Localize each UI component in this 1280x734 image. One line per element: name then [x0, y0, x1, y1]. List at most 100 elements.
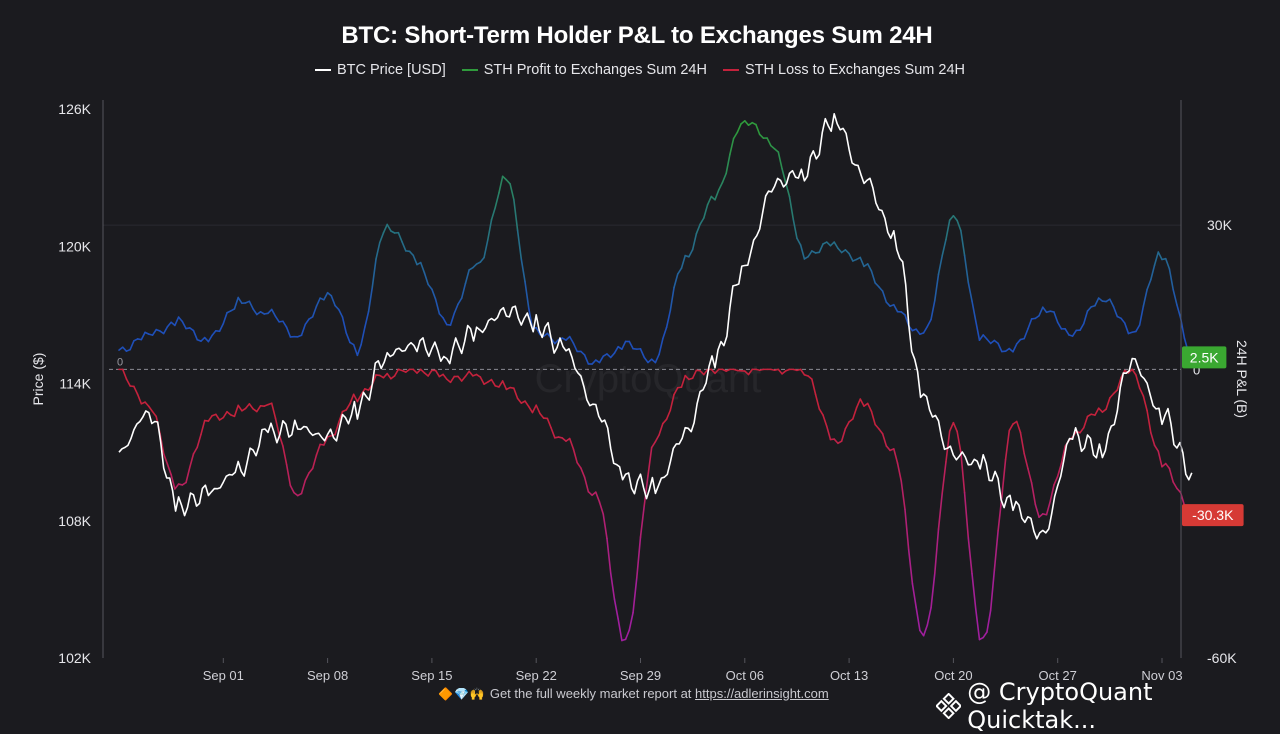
series-loss-segment — [842, 429, 846, 441]
series-profit-segment — [488, 220, 492, 240]
series-profit-segment — [398, 233, 402, 242]
series-loss-segment — [1095, 408, 1099, 415]
series-loss-segment — [879, 429, 883, 434]
series-profit-segment — [443, 318, 447, 325]
badge-profit-label: 2.5K — [1190, 349, 1219, 365]
series-loss-segment — [164, 454, 168, 464]
series-profit-segment — [700, 218, 704, 224]
series-profit-segment — [167, 322, 171, 327]
x-tick-label: Sep 15 — [411, 668, 452, 683]
series-loss-segment — [346, 404, 350, 410]
y-left-axis-label: Price ($) — [30, 353, 46, 406]
series-loss-segment — [987, 610, 991, 632]
series-loss-segment — [577, 463, 581, 468]
x-tick-label: Sep 29 — [620, 668, 661, 683]
series-profit-segment — [234, 298, 238, 309]
series-loss-segment — [1035, 504, 1039, 517]
watermark-text: CryptoQuant — [535, 357, 762, 401]
series-profit-segment — [302, 324, 306, 335]
series-profit-segment — [972, 301, 976, 321]
series-profit-segment — [495, 193, 499, 208]
series-loss-segment — [518, 398, 522, 403]
series-profit-segment — [1158, 252, 1162, 259]
series-profit-segment — [1147, 280, 1151, 290]
series-loss-segment — [257, 406, 261, 412]
series-profit-segment — [894, 305, 898, 312]
series-loss-segment — [570, 439, 574, 450]
series-profit-segment — [432, 289, 436, 299]
series-loss-segment — [939, 493, 943, 529]
series-loss-segment — [492, 380, 496, 386]
series-profit-segment — [335, 306, 339, 310]
series-loss-segment — [275, 418, 279, 435]
series-profit-segment — [689, 250, 693, 257]
series-profit-segment — [275, 316, 279, 322]
series-profit-segment — [953, 216, 957, 221]
series-loss-segment — [633, 578, 637, 613]
series-loss-segment — [886, 446, 890, 450]
series-profit-segment — [514, 200, 518, 231]
x-tick-label: Oct 06 — [726, 668, 764, 683]
footer-link[interactable]: https://adlerinsight.com — [695, 686, 829, 701]
series-profit-segment — [987, 339, 991, 343]
series-loss-segment — [663, 419, 667, 423]
series-profit-segment — [968, 283, 972, 302]
series-profit-segment — [708, 197, 712, 205]
series-profit-segment — [465, 270, 469, 284]
series-profit-segment — [704, 205, 708, 218]
series-profit-segment — [1039, 307, 1043, 316]
series-profit-segment — [123, 347, 127, 351]
series-loss-segment — [968, 538, 972, 574]
series-loss-segment — [965, 493, 969, 538]
series-profit-segment — [354, 345, 358, 356]
series-profit-segment — [998, 343, 1002, 351]
series-loss-segment — [246, 404, 250, 409]
series-loss-segment — [834, 439, 838, 443]
series-profit-segment — [950, 216, 954, 220]
series-profit-segment — [1095, 298, 1099, 306]
y-right-tick-label: -60K — [1207, 650, 1237, 666]
series-profit-segment — [570, 337, 574, 344]
series-loss-segment — [1006, 431, 1010, 460]
series-profit-segment — [410, 251, 414, 255]
series-loss-segment — [287, 465, 291, 486]
series-profit-segment — [361, 327, 365, 344]
series-profit-segment — [965, 255, 969, 282]
series-profit-segment — [212, 331, 216, 336]
series-loss-segment — [942, 462, 946, 493]
series-loss-segment — [924, 625, 928, 636]
series-profit-segment — [383, 225, 387, 233]
series-loss-segment — [216, 414, 220, 420]
series-loss-segment — [1047, 501, 1051, 514]
series-loss-segment — [953, 423, 957, 432]
series-profit-segment — [871, 271, 875, 283]
series-loss-segment — [428, 370, 432, 376]
series-loss-segment — [648, 448, 652, 476]
series-profit-segment — [462, 284, 466, 299]
series-loss-segment — [1158, 451, 1162, 467]
grid-lines: 0 — [103, 225, 1181, 369]
series-profit-segment — [942, 240, 946, 256]
series-profit-segment — [439, 314, 443, 318]
series-profit-segment — [492, 208, 496, 220]
series-loss-segment — [249, 404, 253, 409]
series-profit-segment — [722, 173, 726, 182]
series-loss-segment — [827, 426, 831, 439]
series-loss-segment — [238, 405, 242, 410]
series-loss-segment — [436, 370, 440, 376]
series-loss-segment — [812, 379, 816, 394]
series-profit-segment — [182, 321, 186, 328]
series-profit-segment — [413, 255, 417, 264]
series-loss-segment — [354, 394, 358, 401]
series-loss-segment — [875, 424, 879, 428]
series-profit-segment — [868, 264, 872, 271]
series-loss-segment — [950, 423, 954, 431]
series-profit-segment — [1084, 311, 1088, 324]
series-profit-segment — [369, 287, 373, 311]
x-tick-label: Sep 22 — [516, 668, 557, 683]
series-loss-segment — [1140, 388, 1144, 396]
series-loss-segment — [1147, 411, 1151, 433]
series-profit-segment — [1028, 319, 1032, 329]
series-loss-segment — [350, 394, 354, 403]
series-profit-segment — [924, 327, 928, 333]
